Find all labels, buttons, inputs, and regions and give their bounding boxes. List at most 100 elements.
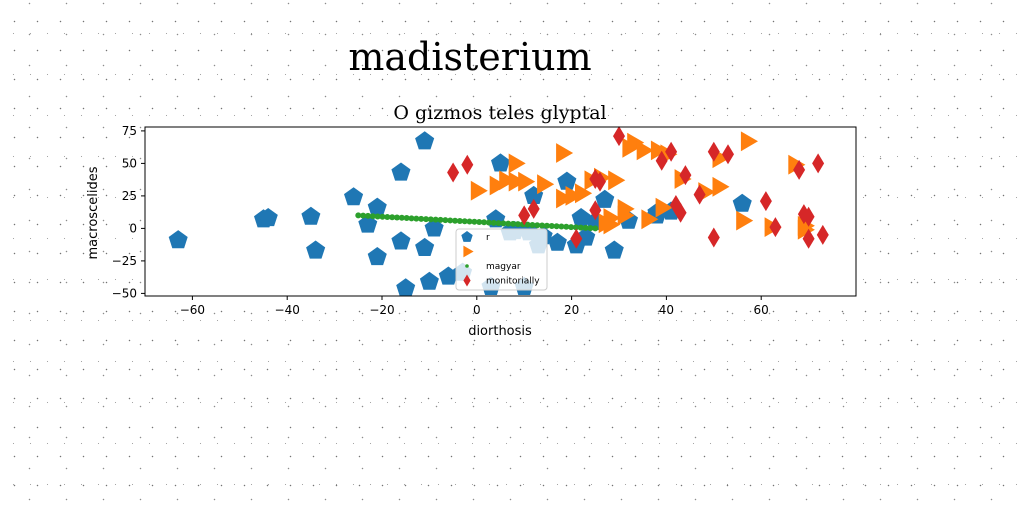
data-point [674, 202, 687, 223]
data-point [418, 215, 425, 222]
data-point [589, 200, 602, 221]
data-point [499, 170, 517, 191]
data-point [374, 213, 381, 220]
data-point [391, 231, 411, 250]
data-point [403, 215, 410, 222]
data-point [415, 237, 435, 256]
legend-marker [465, 264, 469, 268]
y-tick-label: 50 [122, 156, 137, 170]
data-point [481, 219, 488, 226]
y-tick-label: −25 [112, 254, 137, 268]
data-point [344, 187, 364, 206]
data-point [369, 213, 376, 220]
data-points [168, 126, 829, 297]
data-point [510, 220, 517, 227]
series-3 [447, 126, 829, 249]
data-point [759, 191, 772, 212]
data-point [576, 227, 596, 246]
data-point [470, 180, 488, 201]
x-tick-label: −60 [180, 303, 205, 317]
data-point [408, 215, 415, 222]
data-point [306, 240, 326, 259]
y-tick-label: −50 [112, 286, 137, 300]
legend-marker [461, 231, 473, 242]
data-point [556, 143, 574, 163]
legend-label: r [486, 233, 490, 243]
data-point [577, 224, 584, 231]
y-axis-ticks: −50 −25 0 25 50 75 [112, 124, 145, 300]
data-point [396, 278, 416, 297]
data-point [595, 189, 615, 208]
data-point [432, 216, 439, 223]
data-point [655, 150, 668, 171]
data-point [391, 162, 411, 181]
data-point [168, 230, 188, 249]
data-point [529, 221, 536, 228]
data-point [437, 216, 444, 223]
data-point [655, 197, 673, 218]
x-tick-label: 40 [659, 303, 674, 317]
x-tick-label: 20 [564, 303, 579, 317]
data-point [301, 206, 321, 225]
data-point [553, 223, 560, 230]
data-point [539, 222, 546, 229]
data-point [548, 223, 555, 230]
data-point [812, 153, 825, 174]
data-point [575, 183, 593, 204]
data-point [500, 220, 507, 227]
data-point [415, 131, 435, 150]
data-point [367, 247, 387, 266]
data-point [508, 171, 526, 192]
data-point [802, 206, 815, 227]
data-point [413, 215, 420, 222]
data-point [505, 220, 512, 227]
data-point [491, 153, 510, 172]
legend-label: magyar [486, 262, 521, 272]
data-point [570, 228, 583, 249]
data-point [769, 217, 782, 238]
data-point [587, 225, 594, 232]
data-point [603, 214, 621, 235]
data-point [527, 198, 540, 219]
data-point [461, 154, 474, 175]
legend-marker [463, 245, 474, 258]
x-axis-ticks: −60 −40 −20 0 20 40 60 [180, 296, 769, 317]
data-point [571, 208, 591, 227]
data-point [572, 224, 579, 231]
data-point [740, 131, 758, 152]
data-point [547, 232, 567, 251]
data-point [650, 140, 668, 161]
data-point [442, 217, 449, 224]
data-point [627, 132, 645, 153]
y-tick-label: 75 [122, 124, 137, 138]
data-point [594, 171, 606, 192]
x-tick-label: −40 [275, 303, 300, 317]
data-point [558, 223, 565, 230]
data-point [423, 216, 430, 223]
data-point [732, 193, 752, 212]
legend-marker [463, 274, 471, 287]
x-tick-label: 0 [473, 303, 481, 317]
data-point [518, 171, 536, 192]
data-point [537, 174, 555, 195]
data-point [524, 221, 531, 228]
legend-label: monitorially [486, 277, 540, 287]
data-point [722, 144, 734, 165]
x-tick-label: 60 [754, 303, 769, 317]
data-point [476, 219, 483, 226]
data-point [398, 214, 405, 221]
data-point [793, 159, 806, 180]
x-axis-label: diorthosis [468, 324, 532, 339]
data-point [604, 240, 624, 259]
data-point [384, 213, 391, 220]
data-point [802, 228, 815, 249]
data-point [641, 209, 659, 230]
data-point [495, 220, 502, 227]
data-point [364, 212, 371, 219]
data-point [427, 216, 434, 223]
data-point [534, 222, 541, 229]
data-point [693, 184, 706, 205]
data-point [258, 208, 278, 227]
data-point [489, 175, 507, 196]
